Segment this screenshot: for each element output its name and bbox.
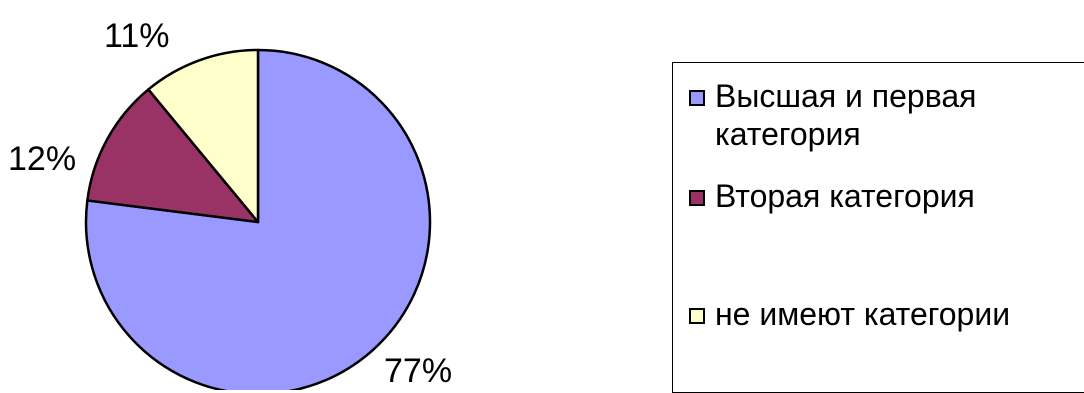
legend-item-no-category: не имеют категории <box>689 295 1075 333</box>
legend-label-no-category: не имеют категории <box>715 296 1011 332</box>
legend-item-second-category: Вторая категория <box>689 177 1075 215</box>
data-label-second-category: 12% <box>8 140 76 178</box>
legend-swatch-high-first-category <box>689 90 705 106</box>
pie-data-labels: 77% 12% 11% <box>8 17 452 390</box>
pie-slice-no-category <box>147 48 260 224</box>
legend-label-second-category: Вторая категория <box>715 178 975 214</box>
legend-swatch-no-category <box>689 308 705 324</box>
data-label-no-category: 11% <box>104 17 170 55</box>
pie-slices <box>84 48 432 390</box>
legend-item-high-first-category: Высшая и первая категория <box>689 77 1075 153</box>
legend-swatch-second-category <box>689 190 705 206</box>
chart-legend: Высшая и первая категория Вторая категор… <box>672 62 1084 393</box>
legend-label-high-first-category: Высшая и первая категория <box>715 78 977 152</box>
pie-slice-second-category <box>86 88 260 224</box>
data-label-high-first-category: 77% <box>384 352 452 390</box>
